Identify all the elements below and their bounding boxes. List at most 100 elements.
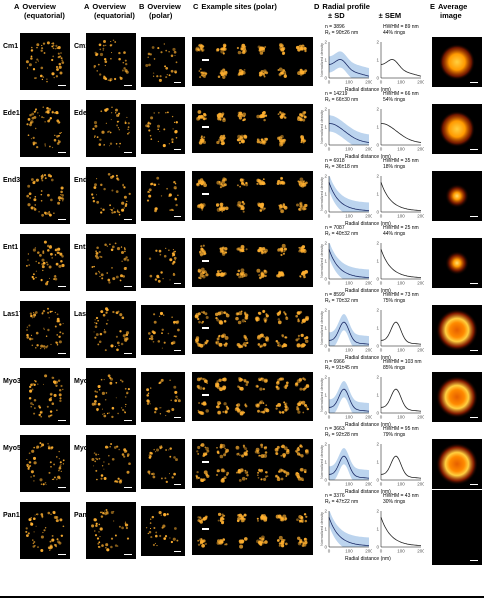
density-spot	[146, 402, 150, 406]
y-tick-label: 0	[376, 277, 379, 282]
site-density-spot	[265, 137, 268, 141]
density-spot	[174, 71, 177, 74]
site-density-spot	[265, 314, 269, 318]
scale-bar	[174, 349, 181, 351]
density-spot	[152, 340, 155, 343]
density-spot	[159, 130, 161, 132]
plot-axes	[328, 377, 369, 414]
density-spot	[128, 462, 131, 466]
density-spot	[96, 136, 99, 138]
x-tick-label: 0	[328, 549, 331, 554]
density-spot	[45, 335, 48, 337]
site-density-spot	[218, 207, 223, 211]
site-density-spot	[217, 519, 220, 522]
plot-axes	[328, 42, 369, 79]
example-sites-panel	[192, 37, 313, 86]
site-density-spot	[206, 449, 210, 453]
density-spot	[51, 72, 55, 76]
density-spot	[110, 442, 113, 446]
plot-axes	[328, 176, 369, 213]
site-density-spot	[284, 517, 288, 521]
site-density-spot	[245, 248, 248, 251]
density-spot	[111, 112, 113, 114]
density-spot	[158, 511, 162, 515]
density-spot	[149, 274, 153, 278]
site-density-spot	[240, 134, 244, 139]
density-spot	[32, 542, 35, 545]
density-spot	[111, 457, 115, 461]
site-density-spot	[246, 471, 248, 474]
site-density-spot	[300, 333, 304, 338]
density-spot	[93, 67, 95, 69]
ring-fraction: 18% rings	[383, 164, 406, 170]
density-spot	[148, 194, 152, 198]
density-spot	[94, 530, 96, 532]
density-spot	[174, 335, 177, 338]
site-count: n = 6918	[325, 158, 345, 164]
density-spot	[150, 138, 153, 140]
density-spot	[60, 193, 62, 196]
density-spot	[158, 315, 161, 317]
overview-polar-panel	[141, 104, 185, 154]
density-spot	[105, 322, 108, 325]
site-density-spot	[225, 405, 229, 408]
site-density-spot	[203, 343, 206, 346]
density-spot	[32, 181, 36, 185]
density-spot	[26, 534, 29, 537]
density-spot	[57, 196, 61, 200]
density-spot	[29, 113, 32, 117]
average-image-panel	[432, 238, 482, 288]
density-spot	[54, 254, 57, 256]
site-density-spot	[261, 541, 264, 544]
density-spot	[168, 473, 171, 475]
radial-profile-sd: 0 1 2 0 100 200 Normalized density	[319, 170, 373, 227]
site-density-spot	[201, 543, 205, 548]
density-spot	[125, 337, 129, 341]
density-spot	[158, 183, 160, 185]
density-spot	[50, 513, 52, 516]
density-spot	[163, 537, 167, 540]
density-spot	[45, 177, 47, 179]
sd-band	[329, 51, 369, 78]
site-density-spot	[241, 469, 244, 472]
site-density-spot	[220, 69, 223, 73]
density-spot	[175, 391, 177, 394]
y-tick-label: 2	[376, 442, 379, 447]
x-tick-label: 100	[345, 147, 353, 152]
density-spot	[46, 261, 48, 264]
site-density-spot	[277, 320, 282, 325]
density-spot	[174, 183, 177, 185]
density-spot	[95, 522, 98, 525]
sd-band	[329, 115, 369, 145]
site-density-spot	[302, 479, 304, 482]
density-spot	[170, 54, 174, 58]
density-spot	[126, 258, 130, 262]
site-density-spot	[256, 114, 260, 119]
site-density-spot	[222, 385, 227, 390]
plot-axes	[380, 310, 421, 347]
density-spot	[147, 392, 150, 394]
density-spot	[48, 317, 50, 319]
row-label: Ede1	[3, 110, 20, 117]
density-spot	[99, 527, 103, 531]
density-spot	[54, 325, 57, 328]
site-density-spot	[203, 470, 208, 475]
density-spot	[99, 73, 102, 76]
site-density-spot	[263, 75, 266, 78]
density-spot	[172, 537, 176, 541]
y-tick-label: 0	[324, 478, 327, 483]
site-density-spot	[280, 209, 285, 214]
site-density-spot	[281, 410, 285, 414]
site-density-spot	[219, 186, 222, 189]
site-density-spot	[257, 520, 259, 522]
scale-bar	[124, 553, 132, 555]
site-density-spot	[196, 470, 199, 474]
site-density-spot	[197, 445, 201, 450]
site-density-spot	[277, 318, 281, 321]
site-density-spot	[244, 312, 247, 316]
site-density-spot	[264, 475, 268, 478]
density-spot	[151, 330, 155, 334]
site-density-spot	[220, 206, 223, 209]
site-density-spot	[283, 401, 286, 404]
site-density-spot	[241, 207, 245, 211]
